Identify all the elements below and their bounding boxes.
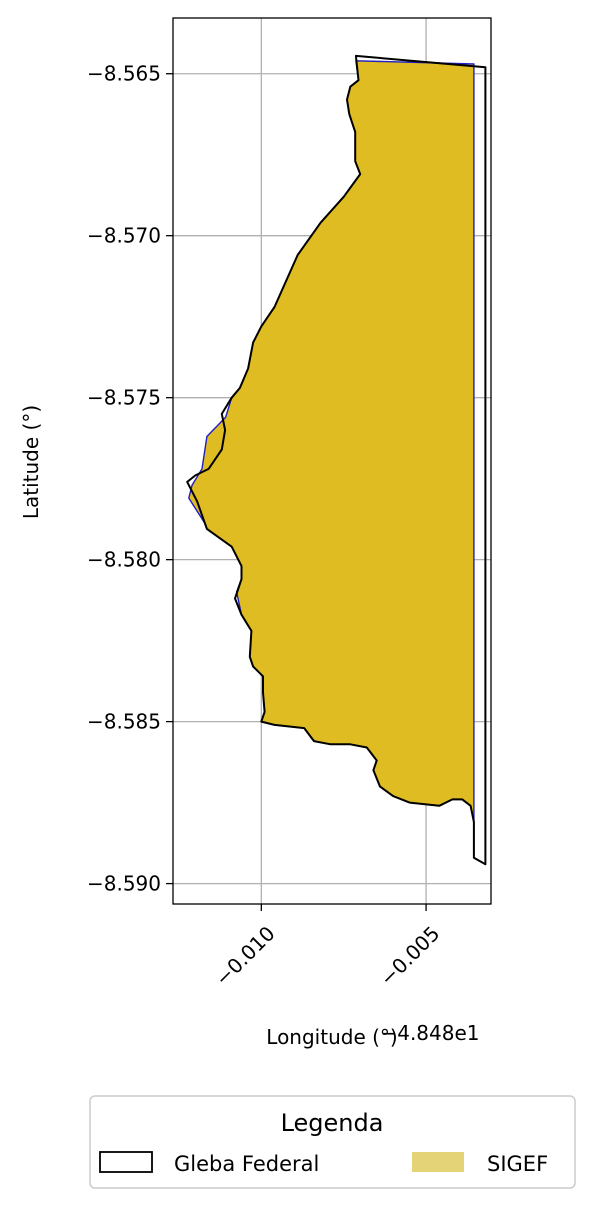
legend-label-gleba-federal: Gleba Federal [174,1152,319,1176]
y-tick-label-5: −8.590 [87,872,161,896]
y-tick-label-3: −8.580 [87,548,161,572]
y-axis-label: Latitude (°) [19,405,43,519]
gleba-federal-polygon [186,54,487,866]
y-tick-label-1: −8.570 [87,224,161,248]
x-offset-label: −4.848e1 [380,1021,479,1045]
legend-swatch-gleba-federal [99,1151,153,1173]
legend-label-sigef: SIGEF [487,1152,548,1176]
y-tick-label-0: −8.565 [87,62,161,86]
legend-title: Legenda [281,1109,384,1137]
legend: Legenda Gleba Federal SIGEF [89,1095,576,1189]
y-tick-label-2: −8.575 [87,386,161,410]
y-tick-label-4: −8.585 [87,710,161,734]
axes-frame [172,17,492,905]
x-axis-label: Longitude (°) [266,1025,397,1049]
plot-area [186,54,487,866]
legend-swatch-sigef [412,1152,464,1172]
